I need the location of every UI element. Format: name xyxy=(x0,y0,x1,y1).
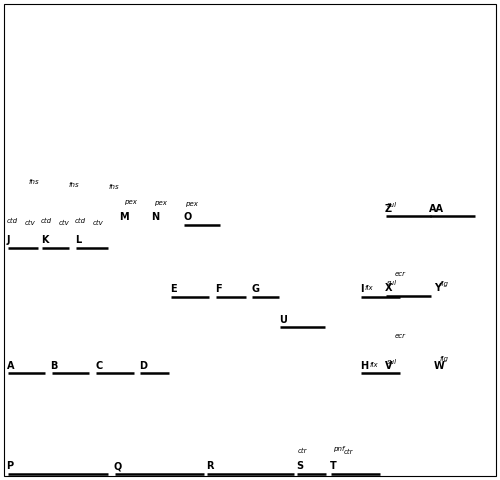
Text: K: K xyxy=(41,235,48,245)
Text: pex: pex xyxy=(185,201,198,206)
Text: S: S xyxy=(296,461,303,471)
Text: ctr: ctr xyxy=(344,449,354,455)
Text: ecr: ecr xyxy=(395,333,406,339)
Text: H: H xyxy=(360,360,368,371)
Text: V: V xyxy=(385,360,392,371)
Text: R: R xyxy=(206,461,214,471)
Text: flg: flg xyxy=(440,356,449,362)
Text: flx: flx xyxy=(370,362,378,368)
Text: sul: sul xyxy=(387,280,397,286)
Text: fns: fns xyxy=(69,182,80,188)
Text: ctv: ctv xyxy=(92,220,104,226)
Text: O: O xyxy=(183,212,191,222)
Text: F: F xyxy=(215,284,222,294)
Text: fns: fns xyxy=(29,180,40,185)
Text: ecr: ecr xyxy=(395,271,406,276)
Text: pnf: pnf xyxy=(333,446,344,452)
Text: U: U xyxy=(279,315,287,325)
Text: I: I xyxy=(360,284,364,294)
Text: Z: Z xyxy=(385,204,392,214)
Text: fns: fns xyxy=(109,184,120,190)
Text: W: W xyxy=(434,360,445,371)
Text: ctv: ctv xyxy=(59,220,70,226)
Text: ctd: ctd xyxy=(6,218,18,224)
Text: N: N xyxy=(151,212,159,222)
Text: C: C xyxy=(95,360,102,371)
Text: D: D xyxy=(139,360,147,371)
Text: ctr: ctr xyxy=(298,448,307,454)
Text: pex: pex xyxy=(124,199,137,204)
Text: ctd: ctd xyxy=(41,218,52,224)
Text: ctv: ctv xyxy=(25,220,36,226)
Text: sul: sul xyxy=(387,359,397,365)
Text: B: B xyxy=(50,360,58,371)
Text: AA: AA xyxy=(429,204,444,214)
Text: X: X xyxy=(385,283,392,293)
Text: L: L xyxy=(75,235,81,245)
Text: G: G xyxy=(251,284,259,294)
Text: flx: flx xyxy=(365,285,374,291)
Text: T: T xyxy=(330,461,337,471)
Text: Q: Q xyxy=(114,461,122,471)
Text: E: E xyxy=(170,284,176,294)
Text: M: M xyxy=(119,212,128,222)
Text: sul: sul xyxy=(387,203,397,208)
Text: Y: Y xyxy=(434,283,441,293)
Text: A: A xyxy=(6,360,14,371)
Text: flg: flg xyxy=(440,281,449,287)
Text: P: P xyxy=(6,461,14,471)
Text: ctd: ctd xyxy=(75,218,86,224)
Text: J: J xyxy=(6,235,10,245)
Text: pex: pex xyxy=(154,200,167,205)
